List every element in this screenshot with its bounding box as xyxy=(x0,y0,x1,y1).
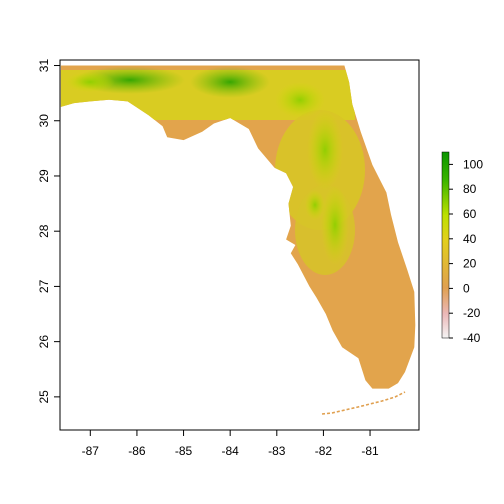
y-tick-label: 26 xyxy=(37,335,51,349)
x-tick-label: -86 xyxy=(128,444,146,458)
legend-colorbar: 100 80 60 40 20 0 -20 -40 xyxy=(441,151,483,345)
x-tick-label: -85 xyxy=(175,444,193,458)
x-tick-label: -87 xyxy=(82,444,100,458)
y-axis: 25 26 27 28 29 30 31 xyxy=(37,59,61,404)
legend-tick-label: 20 xyxy=(463,257,477,271)
y-tick-label: 25 xyxy=(37,390,51,404)
legend-tick-label: 0 xyxy=(463,281,470,295)
legend-color-ramp xyxy=(441,151,450,339)
legend-tick-label: -40 xyxy=(463,331,481,345)
y-tick-label: 28 xyxy=(37,224,51,238)
y-tick-label: 30 xyxy=(37,114,51,128)
legend-tick-label: 80 xyxy=(463,182,477,196)
x-tick-label: -81 xyxy=(361,444,379,458)
y-tick-label: 31 xyxy=(37,59,51,73)
x-axis: -87 -86 -85 -84 -83 -82 -81 xyxy=(82,429,379,458)
legend-tick-label: 40 xyxy=(463,232,477,246)
legend-tick-label: 100 xyxy=(463,157,483,171)
y-tick-label: 27 xyxy=(37,279,51,293)
x-tick-label: -83 xyxy=(268,444,286,458)
legend-tick-label: 60 xyxy=(463,207,477,221)
x-tick-label: -82 xyxy=(315,444,333,458)
y-tick-label: 29 xyxy=(37,169,51,183)
legend-tick-label: -20 xyxy=(463,306,481,320)
florida-keys xyxy=(321,391,406,415)
elevation-raster xyxy=(60,65,416,389)
x-tick-label: -84 xyxy=(222,444,240,458)
legend-ticks: 100 80 60 40 20 0 -20 -40 xyxy=(449,157,483,345)
